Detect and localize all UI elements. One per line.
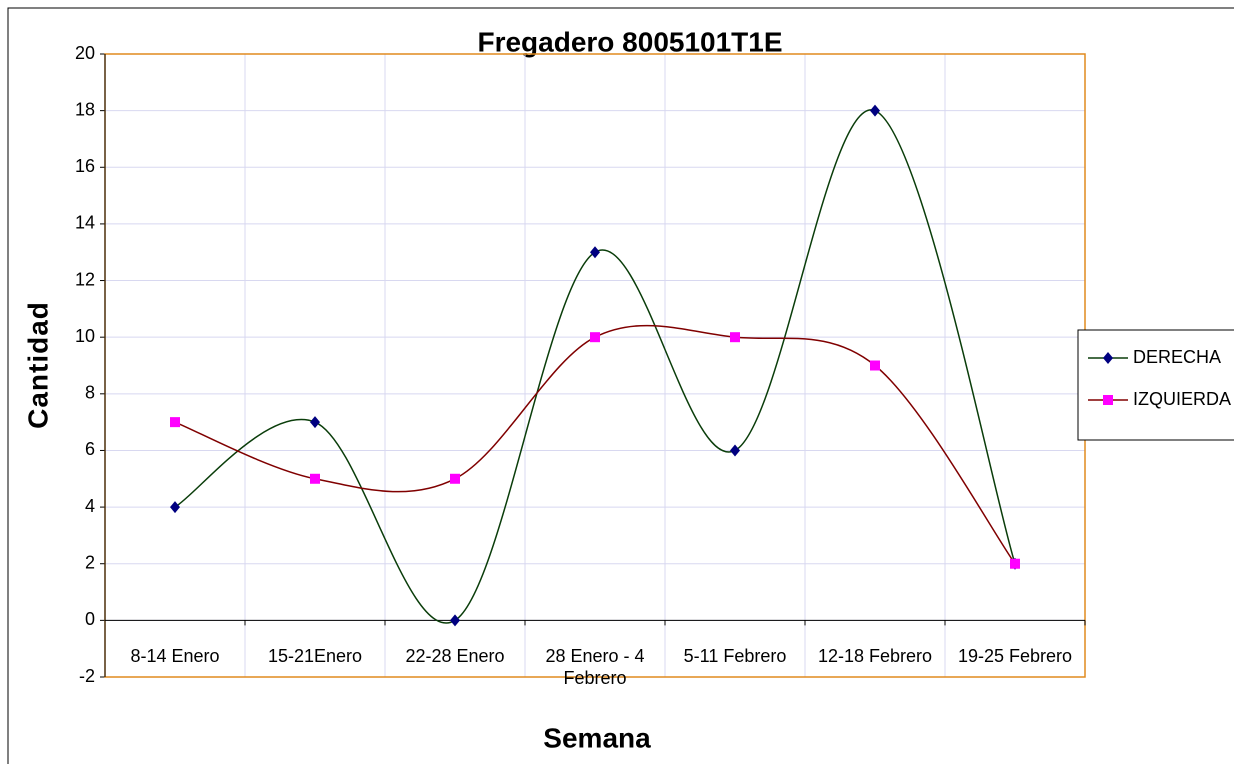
marker xyxy=(1010,558,1020,569)
y-tick-label: 16 xyxy=(75,156,95,176)
y-tick-label: 8 xyxy=(85,383,95,403)
x-tick-label: 8-14 Enero xyxy=(130,646,220,667)
x-tick-label-box: 22-28 Enero xyxy=(405,646,505,667)
x-tick-label-box: 8-14 Enero xyxy=(130,646,220,667)
x-tick-label-box: 5-11 Febrero xyxy=(683,646,787,667)
legend-marker xyxy=(1103,352,1113,364)
marker xyxy=(730,444,740,457)
y-tick-label: 2 xyxy=(85,552,95,572)
y-tick-label: 12 xyxy=(75,269,95,289)
marker xyxy=(590,332,600,343)
y-tick-label: 0 xyxy=(85,609,95,629)
chart-title: Fregadero 8005101T1E xyxy=(477,26,782,57)
x-tick-label-box: 12-18 Febrero xyxy=(817,646,933,667)
x-axis-label: Semana xyxy=(543,722,651,753)
legend-label: DERECHA xyxy=(1133,347,1221,367)
marker xyxy=(170,417,180,428)
x-tick-label-box: 19-25 Febrero xyxy=(957,646,1073,667)
x-tick-label-box: 28 Enero - 4 Febrero xyxy=(545,646,645,689)
x-tick-label: 28 Enero - 4 Febrero xyxy=(545,646,645,689)
marker xyxy=(870,104,880,117)
marker xyxy=(450,473,460,484)
x-tick-label-box: 15-21Enero xyxy=(267,646,363,667)
series-line xyxy=(174,109,1016,624)
marker xyxy=(310,473,320,484)
y-tick-label: 14 xyxy=(75,213,95,233)
series-line xyxy=(174,324,1016,565)
marker xyxy=(590,246,600,259)
marker xyxy=(450,614,460,627)
y-tick-label: 6 xyxy=(85,439,95,459)
legend-label: IZQUIERDA xyxy=(1133,389,1231,409)
y-tick-label: 18 xyxy=(75,99,95,119)
x-tick-label: 12-18 Febrero xyxy=(817,646,933,667)
y-tick-label: 20 xyxy=(75,43,95,63)
y-tick-label: 10 xyxy=(75,326,95,346)
marker xyxy=(310,416,320,429)
chart-border xyxy=(7,7,1234,764)
x-tick-label: 19-25 Febrero xyxy=(957,646,1073,667)
y-axis-label: Cantidad xyxy=(22,301,53,429)
y-tick-label: -2 xyxy=(79,666,95,686)
x-tick-label: 15-21Enero xyxy=(267,646,363,667)
legend-box xyxy=(1077,329,1234,441)
marker xyxy=(730,332,740,343)
marker xyxy=(170,501,180,514)
x-tick-label: 22-28 Enero xyxy=(405,646,505,667)
plot-border xyxy=(104,53,1086,678)
marker xyxy=(870,360,880,371)
x-tick-label: 5-11 Febrero xyxy=(683,646,787,667)
legend-marker xyxy=(1103,395,1113,405)
y-tick-label: 4 xyxy=(85,496,95,516)
